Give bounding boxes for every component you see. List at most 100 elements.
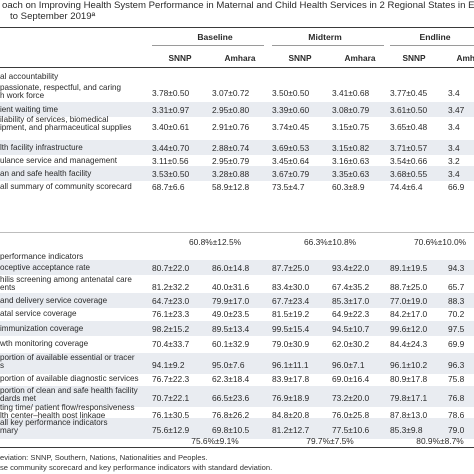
table-row: ilability of services, biomedical ipment,… [0,115,474,136]
row-value: 3.53±0.50 [152,169,190,179]
row-value: 93.4±22.0 [332,263,370,273]
row-value: 79.8±17.1 [390,393,428,403]
row-value: 70.7±22.1 [152,393,190,403]
row-value: 3.74±0.45 [272,122,310,132]
row-label: hilis screening among antenatal care ents [0,275,132,293]
row-value: 69.0±16.4 [332,374,370,384]
table-row: all key performance indicators mary 75.6±1… [0,418,474,439]
row-label: oceptive acceptance rate [0,263,90,272]
row-label-line: lth facility infrastructure [0,143,83,152]
row-value: 78.6 [448,410,465,420]
row-label: ilability of services, biomedical ipment,… [0,115,132,133]
row-value: 3.35±0.63 [332,169,370,179]
row-value: 74.4±6.4 [390,182,423,192]
summary-midterm-accountability: 66.3%±10.8% [303,237,357,247]
row-label: ting time/ patient flow/responsiveness lt… [0,403,135,421]
row-value: 60.1±32.9 [212,339,250,349]
row-label: portion of clean and safe health facilit… [0,386,138,404]
row-label-line: atal service coverage [0,309,77,318]
row-label-line: ents [0,283,16,293]
subheader-baseline-amhara: Amhara [224,53,256,63]
row-value: 3.54±0.66 [390,156,428,166]
row-value: 83.4±30.0 [272,282,310,292]
row-value: 3.69±0.53 [272,143,310,153]
row-value: 69.8±10.5 [212,425,250,435]
row-value: 96.0±7.1 [332,360,365,370]
row-label-line: portion of clean and safe health facilit… [0,386,138,395]
row-value: 75.6±12.9 [152,425,190,435]
row-value: 94.1±9.2 [152,360,185,370]
row-value: 80.9±17.8 [390,374,428,384]
table-row: portion of available essential or tracer… [0,353,474,374]
row-value: 3.65±0.48 [390,122,428,132]
row-value: 66.5±23.6 [212,393,250,403]
row-value: 94.3 [448,263,465,273]
row-value: 76.1±23.3 [152,309,190,319]
table-row: lth facility infrastructure 3.44±0.70 2.88… [0,140,474,155]
row-value: 3.4 [448,88,460,98]
row-value: 3.45±0.64 [272,156,310,166]
row-value: 3.50±0.50 [272,88,310,98]
row-label: all summary of community scorecard [0,182,132,191]
row-value: 3.61±0.50 [390,105,428,115]
row-value: 62.3±18.4 [212,374,250,384]
row-value: 73.2±20.0 [332,393,370,403]
row-value: 2.88±0.74 [212,143,250,153]
subheader-endline-amhara: Amhara [456,53,474,63]
row-value: 76.7±22.3 [152,374,190,384]
footnote-values: se community scorecard and key performan… [0,463,273,472]
row-label-line: ient waiting time [0,105,59,114]
top-rule [0,27,474,28]
row-label-line: mary [0,426,18,436]
row-label-line: portion of available diagnostic services [0,374,139,383]
row-label: atal service coverage [0,309,77,318]
group-header-midterm: Midterm [308,32,342,42]
row-value: 99.6±12.0 [390,324,428,334]
group-header-endline: Endline [419,32,451,42]
row-value: 68.7±6.6 [152,182,185,192]
row-value: 77.0±19.0 [390,296,428,306]
table-row: hilis screening among antenatal care ents… [0,275,474,296]
row-label-line: immunization coverage [0,324,84,333]
row-value: 3.28±0.88 [212,169,250,179]
row-value: 70.2 [448,309,465,319]
row-value: 88.3 [448,296,465,306]
row-label: portion of available essential or tracer… [0,353,135,371]
subheader-midterm-amhara: Amhara [344,53,376,63]
row-label-line: portion of available essential or tracer [0,353,135,362]
row-value: 58.9±12.8 [212,182,250,192]
row-label: lth facility infrastructure [0,143,83,152]
table-row: and delivery service coverage 64.7±23.0 79… [0,293,474,308]
row-value: 3.78±0.50 [152,88,190,98]
summary-rule-1 [0,232,474,233]
table-row: portion of clean and safe health facilit… [0,386,474,407]
row-value: 3.41±0.68 [332,88,370,98]
row-value: 65.7 [448,282,465,292]
row-value: 84.8±20.8 [272,410,310,420]
title-line-2: to September 2019ª [10,11,96,22]
row-label-line: ilability of services, biomedical [0,115,109,124]
row-label-line: ting time/ patient flow/responsiveness [0,403,135,412]
table-bottom-rule [0,447,474,448]
row-value: 3.77±0.45 [390,88,428,98]
row-value: 81.2±12.7 [272,425,310,435]
row-value: 3.15±0.75 [332,122,370,132]
row-value: 96.1±10.2 [390,360,428,370]
row-label-line: all key performance indicators [0,418,108,427]
table-row: passionate, respectful, and caring h work… [0,83,474,101]
row-value: 73.5±4.7 [272,182,305,192]
row-label: and delivery service coverage [0,296,107,305]
row-value: 79.9±17.0 [212,296,250,306]
row-label: an and safe health facility [0,169,92,178]
table-row: ulance service and management 3.11±0.56 2.… [0,153,474,168]
row-value: 95.0±7.6 [212,360,245,370]
group-rule-midterm [272,45,384,46]
table-row: ting time/ patient flow/responsiveness lt… [0,403,474,424]
row-value: 77.5±10.6 [332,425,370,435]
row-value: 3.31±0.97 [152,105,190,115]
row-label-line: an and safe health facility [0,169,92,178]
row-label-line: ipment, and pharmaceutical supplies [0,123,132,133]
section-label-accountability: al accountability [0,72,59,81]
row-label: wth monitoring coverage [0,339,88,348]
row-value: 94.5±10.7 [332,324,370,334]
